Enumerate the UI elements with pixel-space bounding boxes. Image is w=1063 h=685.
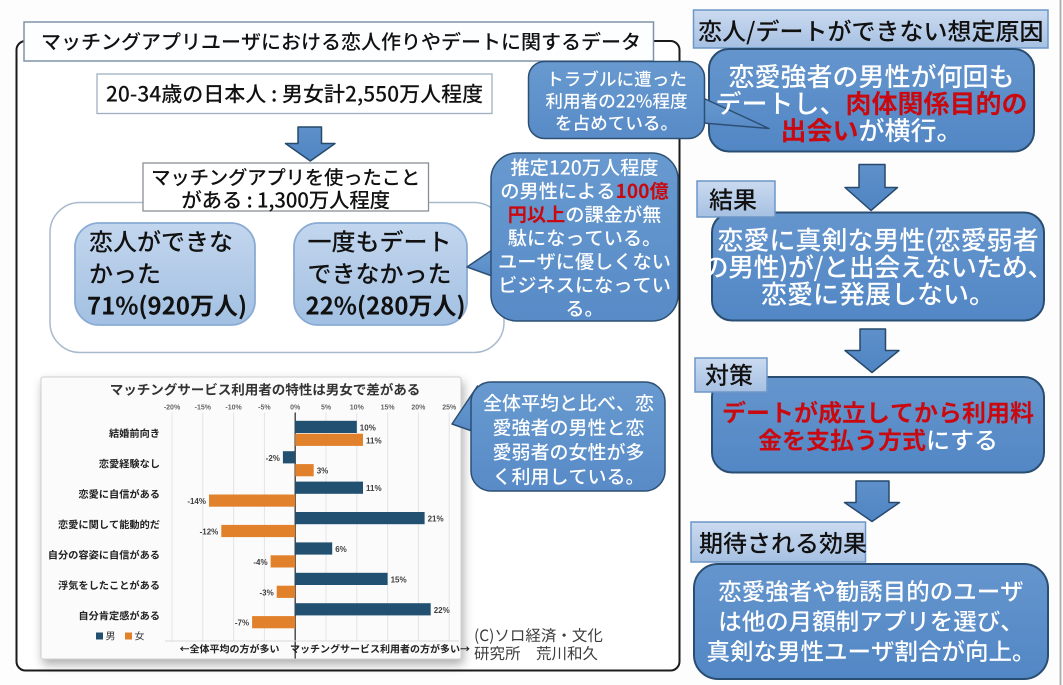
svg-text:-14%: -14%	[187, 497, 206, 506]
svg-text:20%: 20%	[411, 405, 426, 412]
svg-text:-4%: -4%	[253, 558, 267, 567]
svg-text:0%: 0%	[290, 405, 301, 412]
svg-text:25%: 25%	[442, 405, 457, 412]
svg-text:15%: 15%	[381, 405, 396, 412]
svg-text:-15%: -15%	[195, 405, 212, 412]
svg-text:10%: 10%	[360, 423, 376, 432]
svg-text:11%: 11%	[366, 436, 382, 445]
svg-text:21%: 21%	[428, 515, 444, 524]
svg-text:-20%: -20%	[164, 405, 181, 412]
svg-text:-12%: -12%	[200, 528, 219, 537]
svg-text:3%: 3%	[317, 467, 329, 476]
svg-text:-7%: -7%	[235, 619, 249, 628]
svg-text:22%: 22%	[434, 606, 450, 615]
svg-text:-5%: -5%	[258, 405, 271, 412]
svg-text:15%: 15%	[391, 575, 407, 584]
svg-text:5%: 5%	[321, 405, 332, 412]
svg-text:10%: 10%	[350, 405, 365, 412]
svg-text:-10%: -10%	[225, 405, 242, 412]
svg-text:-2%: -2%	[266, 454, 280, 463]
svg-text:6%: 6%	[335, 545, 347, 554]
svg-text:-3%: -3%	[259, 588, 273, 597]
svg-text:11%: 11%	[366, 484, 382, 493]
